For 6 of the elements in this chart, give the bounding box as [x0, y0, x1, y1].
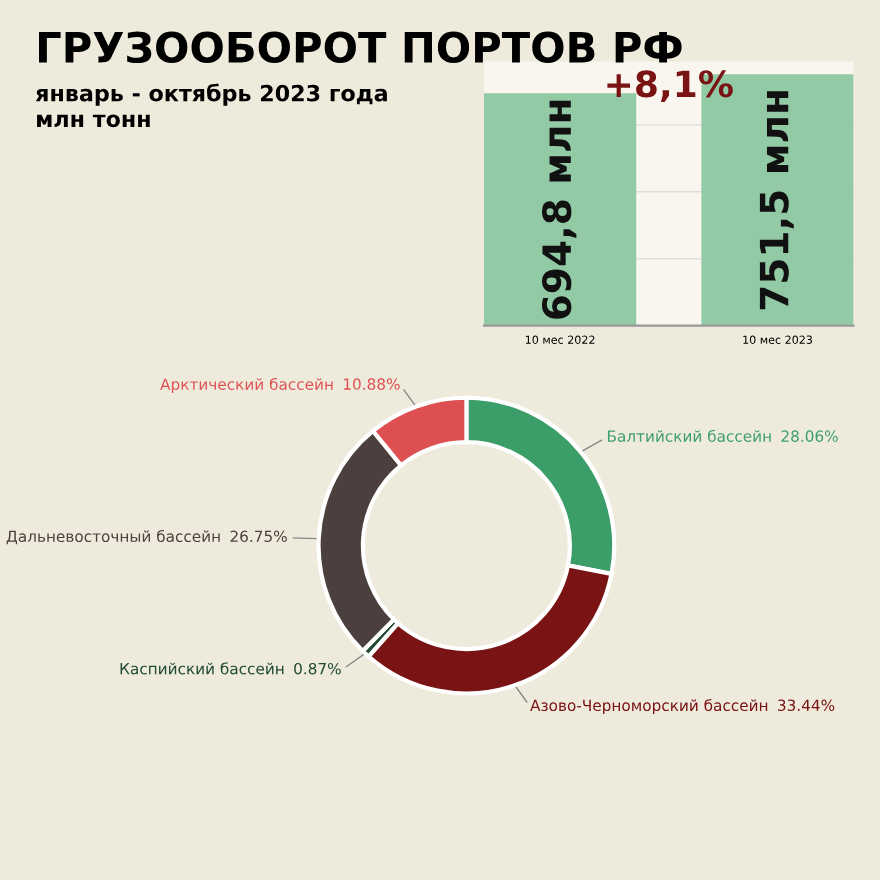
data-label: 694,8 млн — [541, 100, 577, 319]
text: млн тонн — [37, 114, 150, 128]
text: январь - октябрь 2023 года — [35, 83, 387, 106]
data-label: 751,5 млн — [759, 91, 794, 310]
annotation: +8,1% — [607, 70, 733, 103]
chart-title: ГРУЗООБОРОТ ПОРТОВ РФ — [39, 31, 682, 64]
